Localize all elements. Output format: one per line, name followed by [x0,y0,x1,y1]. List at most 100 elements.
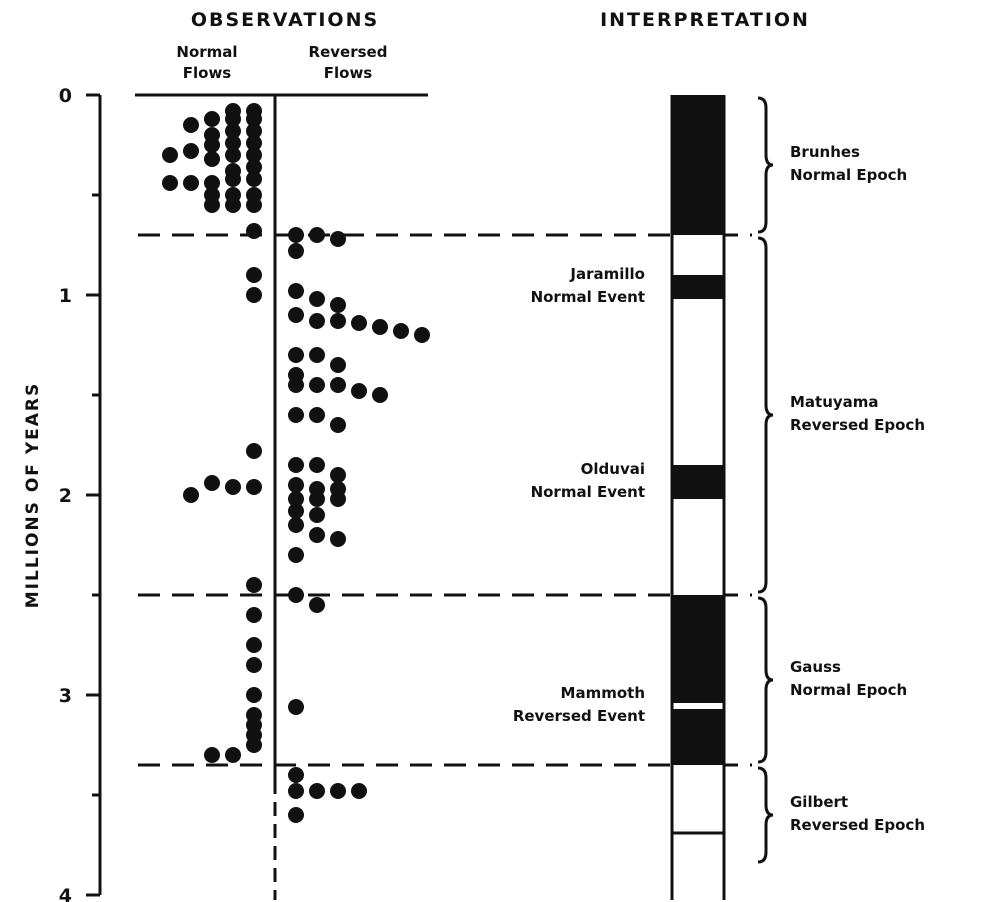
epoch-label-type: Normal Epoch [790,681,907,699]
reversed-flow-dot [288,807,304,823]
reversed-flow-dot [330,467,346,483]
reversed-flow-dot [309,291,325,307]
normal-polarity-segment [672,709,724,765]
normal-flows-header-line1: Normal [176,43,237,61]
reversed-flow-dot [309,527,325,543]
event-label-name: Jaramillo [569,265,645,283]
reversed-flow-dot [288,227,304,243]
reversed-polarity-segment [672,703,724,709]
epoch-brace [757,766,774,864]
reversed-flow-dot [288,407,304,423]
reversed-flow-dot [351,315,367,331]
normal-flow-dot [225,135,241,151]
normal-flow-dot [162,175,178,191]
epoch-label-name: Brunhes [790,143,860,161]
normal-flow-dot [246,147,262,163]
reversed-flow-dot [372,387,388,403]
reversed-flow-dot [351,383,367,399]
normal-flow-dot [204,175,220,191]
reversed-flow-dot [288,491,304,507]
reversed-flow-dot [288,587,304,603]
epoch-label-name: Gauss [790,658,841,676]
normal-flow-dot [183,143,199,159]
reversed-flow-dot [309,457,325,473]
normal-flow-dot [246,657,262,673]
reversed-flow-dot [288,243,304,259]
reversed-flow-dot [288,699,304,715]
reversed-flow-dot [288,347,304,363]
y-tick-label: 0 [59,85,72,107]
normal-flow-dot [204,111,220,127]
y-axis-label: MILLIONS OF YEARS [23,382,43,608]
normal-flow-dot [246,637,262,653]
reversed-flow-dot [288,547,304,563]
normal-flow-dot [246,607,262,623]
observations-header: OBSERVATIONS [191,9,379,31]
y-tick-label: 4 [59,885,72,902]
reversed-flow-dot [309,597,325,613]
normal-polarity-segment [672,595,724,703]
epoch-label-type: Reversed Epoch [790,816,925,834]
epoch-brace [757,236,774,594]
epoch-label-name: Gilbert [790,793,848,811]
normal-polarity-segment [672,465,724,499]
normal-flow-dot [246,135,262,151]
normal-flow-dot [246,159,262,175]
event-label-type: Reversed Event [513,707,645,725]
reversed-flow-dot [288,767,304,783]
reversed-polarity-segment [672,499,724,595]
normal-flow-dot [204,137,220,153]
epoch-label-type: Reversed Epoch [790,416,925,434]
reversed-flow-dot [330,783,346,799]
y-tick-label: 3 [59,685,72,707]
normal-flow-dot [246,443,262,459]
epoch-boundaries [138,233,752,767]
reversed-flow-dot [414,327,430,343]
normal-flow-dot [246,223,262,239]
event-label-name: Mammoth [561,684,645,702]
reversed-flow-dot [330,297,346,313]
normal-flow-dot [204,747,220,763]
reversed-flow-dot [372,319,388,335]
reversed-flow-dot [288,377,304,393]
event-label-type: Normal Event [531,483,645,501]
reversed-flow-dot [309,407,325,423]
event-label-type: Normal Event [531,288,645,306]
flow-dots [162,103,430,823]
reversed-flow-dot [288,517,304,533]
normal-flow-dot [204,151,220,167]
normal-flows-header-line2: Flows [183,64,232,82]
reversed-flow-dot [309,377,325,393]
epoch-labels: Brunhes Normal Epoch Matuyama Reversed Epoc… [757,96,925,864]
reversed-flow-dot [330,357,346,373]
normal-flow-dot [225,147,241,163]
reversed-flow-dot [351,783,367,799]
reversed-flow-dot [330,417,346,433]
reversed-flows-header-line1: Reversed [309,43,388,61]
normal-flow-dot [246,737,262,753]
normal-flow-dot [246,171,262,187]
reversed-flow-dot [330,377,346,393]
epoch-brace [757,596,774,764]
epoch-label-name: Matuyama [790,393,879,411]
polarity-column [670,95,726,900]
event-labels: Jaramillo Normal Event Olduvai Normal Event… [513,265,645,725]
reversed-flow-dot [309,347,325,363]
y-tick-label: 2 [59,485,72,507]
normal-flow-dot [225,123,241,139]
reversed-flow-dot [309,491,325,507]
normal-flow-dot [183,487,199,503]
event-label-name: Olduvai [581,460,645,478]
normal-flow-dot [246,479,262,495]
reversed-flow-dot [288,503,304,519]
normal-flow-dot [225,171,241,187]
normal-flow-dot [225,111,241,127]
reversed-flow-dot [330,231,346,247]
y-tick-label: 1 [59,285,72,307]
normal-flow-dot [162,147,178,163]
reversed-flow-dot [288,307,304,323]
reversed-flow-dot [330,491,346,507]
y-axis: MILLIONS OF YEARS 0 1 2 3 4 [23,85,102,902]
normal-flow-dot [225,479,241,495]
